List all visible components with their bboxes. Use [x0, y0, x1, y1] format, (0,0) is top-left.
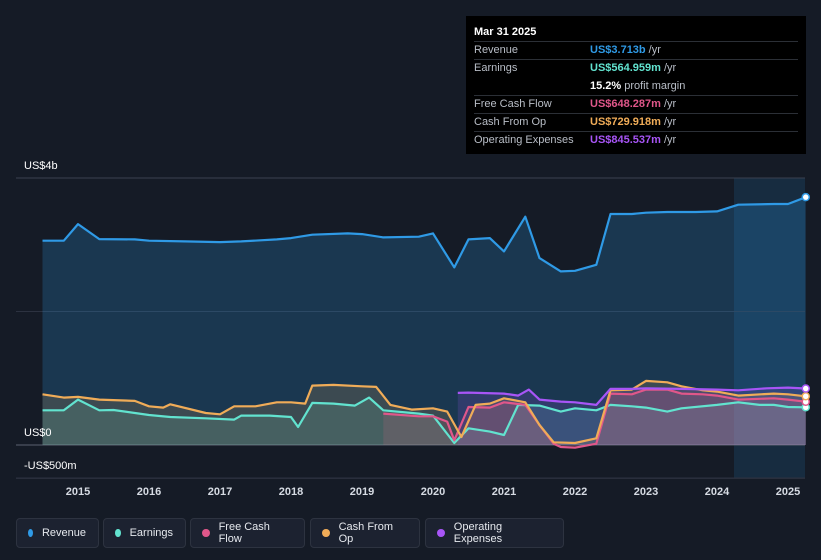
- tooltip-unit: /yr: [663, 134, 677, 146]
- series-lines: [42, 196, 807, 449]
- tooltip-date: Mar 31 2025: [474, 26, 537, 38]
- x-tick-label: 2020: [421, 486, 445, 498]
- series-area-operating-expenses: [457, 387, 806, 445]
- x-tick-label: 2018: [279, 486, 303, 498]
- series-area-earnings: [42, 397, 806, 445]
- legend-dot-icon: [322, 529, 330, 537]
- legend-label: Cash From Op: [338, 521, 393, 545]
- tooltip-value: US$729.918m: [590, 116, 661, 128]
- tooltip-unit: /yr: [663, 98, 677, 110]
- tooltip-value: US$564.959m: [590, 62, 661, 74]
- tooltip-value: US$3.713b: [590, 44, 646, 56]
- legend-dot-icon: [28, 529, 33, 537]
- tooltip-label: Cash From Op: [474, 116, 547, 128]
- tooltip-row-earnings: Earnings US$564.959m /yr: [474, 59, 798, 77]
- end-marker-operating-expenses: [801, 384, 810, 393]
- x-tick-label: 2015: [66, 486, 90, 498]
- tooltip-unit: /yr: [648, 44, 661, 56]
- x-tick-label: 2023: [634, 486, 658, 498]
- tooltip-row-opex: Operating Expenses US$845.537m /yr: [474, 131, 798, 149]
- tooltip-value: US$845.537m: [590, 134, 661, 146]
- legend-item-earnings[interactable]: Earnings: [103, 518, 186, 548]
- tooltip-label: [474, 78, 590, 95]
- x-tick-label: 2021: [492, 486, 516, 498]
- tooltip-value: US$648.287m: [590, 98, 661, 110]
- legend-item-revenue[interactable]: Revenue: [16, 518, 99, 548]
- y-axis-top-label: US$4b: [24, 160, 58, 172]
- legend-dot-icon: [437, 529, 445, 537]
- tooltip-row-margin: 15.2% profit margin: [474, 77, 798, 95]
- x-tick-label: 2024: [705, 486, 730, 498]
- tooltip-row-fcf: Free Cash Flow US$648.287m /yr: [474, 95, 798, 113]
- tooltip-label: Free Cash Flow: [474, 98, 552, 110]
- series-line-free-cash-flow: [383, 388, 806, 449]
- x-tick-label: 2025: [776, 486, 800, 498]
- forecast-shade: [734, 178, 805, 478]
- legend-label: Free Cash Flow: [218, 521, 270, 545]
- y-axis-zero-label: US$0: [24, 427, 52, 439]
- x-tick-label: 2019: [350, 486, 374, 498]
- tooltip-unit: /yr: [663, 62, 677, 74]
- legend-label: Earnings: [129, 527, 173, 539]
- series-area-revenue: [42, 197, 806, 445]
- tooltip-unit: /yr: [663, 116, 677, 128]
- tooltip-label: Operating Expenses: [474, 134, 574, 146]
- tooltip-value: 15.2%: [590, 80, 622, 92]
- x-tick-label: 2016: [137, 486, 161, 498]
- series-area-free-cash-flow: [383, 389, 806, 448]
- x-tick-label: 2022: [563, 486, 587, 498]
- end-marker-revenue: [801, 192, 810, 202]
- series-line-operating-expenses: [457, 386, 806, 406]
- series-line-revenue: [42, 196, 807, 273]
- tooltip-row-cfo: Cash From Op US$729.918m /yr: [474, 113, 798, 131]
- series-line-cash-from-op: [42, 379, 806, 445]
- legend-item-operating-expenses[interactable]: Operating Expenses: [425, 518, 564, 548]
- y-axis-neg-label: -US$500m: [24, 460, 77, 472]
- tooltip-label: Revenue: [474, 44, 519, 56]
- series-area-cash-from-op: [42, 380, 806, 445]
- legend-dot-icon: [202, 529, 210, 537]
- legend-dot-icon: [115, 529, 121, 537]
- x-axis-ticks: 2015 2016 2017 2018 2019 2020 2021 2022 2023 2024…: [16, 477, 805, 498]
- tooltip-unit: profit margin: [624, 80, 686, 92]
- legend-label: Revenue: [41, 527, 86, 539]
- tooltip-label: Earnings: [474, 62, 518, 74]
- legend-item-cash-from-op[interactable]: Cash From Op: [310, 518, 420, 548]
- legend-item-free-cash-flow[interactable]: Free Cash Flow: [190, 518, 305, 548]
- tooltip-row-revenue: Revenue US$3.713b /yr: [474, 41, 798, 59]
- tooltip-panel: Mar 31 2025 Revenue US$3.713b /yr Earnin…: [466, 16, 806, 154]
- legend-label: Operating Expenses: [453, 521, 503, 545]
- end-marker-cash-from-op: [801, 392, 810, 401]
- end-markers: [801, 192, 810, 412]
- series-line-earnings: [42, 396, 806, 445]
- x-tick-label: 2017: [208, 486, 232, 498]
